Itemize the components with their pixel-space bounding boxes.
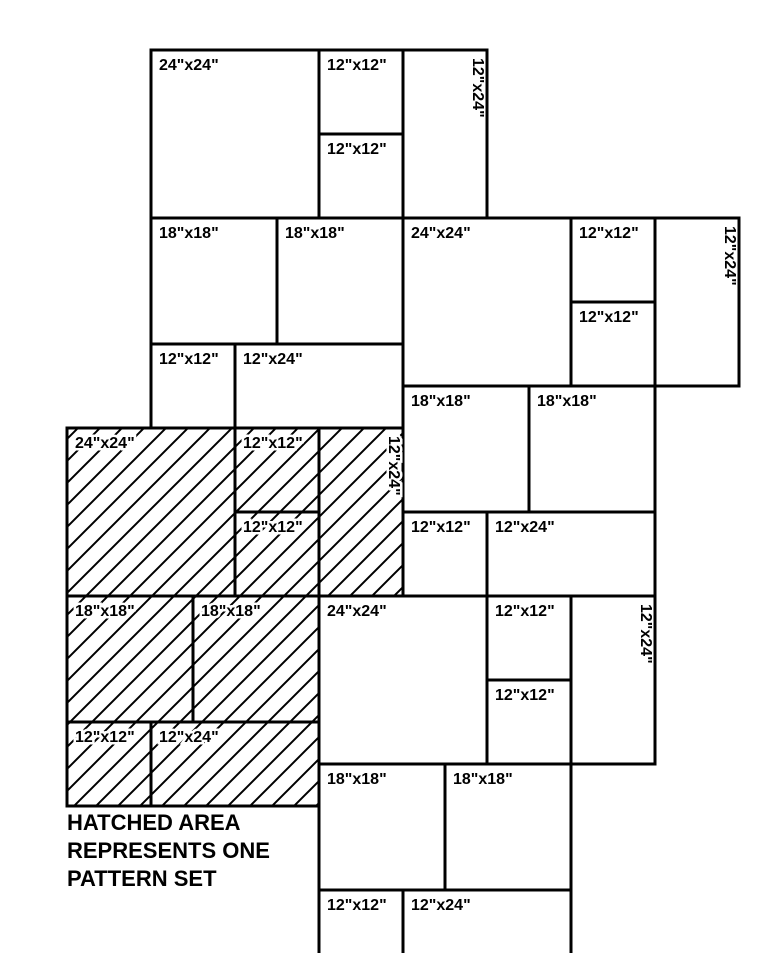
tile-label: 18"x18" [285, 225, 345, 242]
caption-line: HATCHED AREA [67, 810, 241, 835]
tile-label: 12"x12" [327, 897, 387, 914]
tile-label: 12"x12" [75, 729, 135, 746]
tile-label: 12"x24" [721, 226, 738, 286]
tile-label: 12"x12" [411, 519, 471, 536]
tile-label: 24"x24" [327, 603, 387, 620]
caption-line: PATTERN SET [67, 866, 217, 891]
tile-label: 12"x12" [327, 57, 387, 74]
tile-label: 18"x18" [75, 603, 135, 620]
tile-label: 12"x12" [495, 687, 555, 704]
tile [151, 50, 319, 218]
tile [319, 596, 487, 764]
tile-label: 12"x24" [469, 58, 486, 118]
tile-label: 12"x24" [385, 436, 402, 496]
tile [403, 218, 571, 386]
tile-label: 12"x12" [243, 519, 303, 536]
tile-label: 12"x24" [495, 519, 555, 536]
tile-label: 12"x12" [579, 309, 639, 326]
caption: HATCHED AREA REPRESENTS ONE PATTERN SET [67, 810, 270, 891]
tile-label: 24"x24" [159, 57, 219, 74]
tile-label: 24"x24" [75, 435, 135, 452]
tile-label: 12"x12" [159, 351, 219, 368]
tile-label: 12"x12" [327, 141, 387, 158]
tile-label: 18"x18" [411, 393, 471, 410]
tile-label: 12"x12" [495, 603, 555, 620]
tile-label: 18"x18" [537, 393, 597, 410]
tile-pattern-diagram: 24"x24" 12"x12" 12"x12" 12"x24" 18"x18" 18"x1… [0, 0, 760, 953]
tile-label: 24"x24" [411, 225, 471, 242]
tile-label: 12"x24" [159, 729, 219, 746]
tile-label: 18"x18" [201, 603, 261, 620]
tile-label: 12"x12" [579, 225, 639, 242]
tile-label: 12"x24" [411, 897, 471, 914]
tile-label: 12"x24" [243, 351, 303, 368]
tile-hatch [67, 428, 235, 596]
tile-label: 18"x18" [327, 771, 387, 788]
tile-label: 12"x24" [637, 604, 654, 664]
tile-label: 18"x18" [159, 225, 219, 242]
tile-label: 12"x12" [243, 435, 303, 452]
caption-line: REPRESENTS ONE [67, 838, 270, 863]
tile-label: 18"x18" [453, 771, 513, 788]
